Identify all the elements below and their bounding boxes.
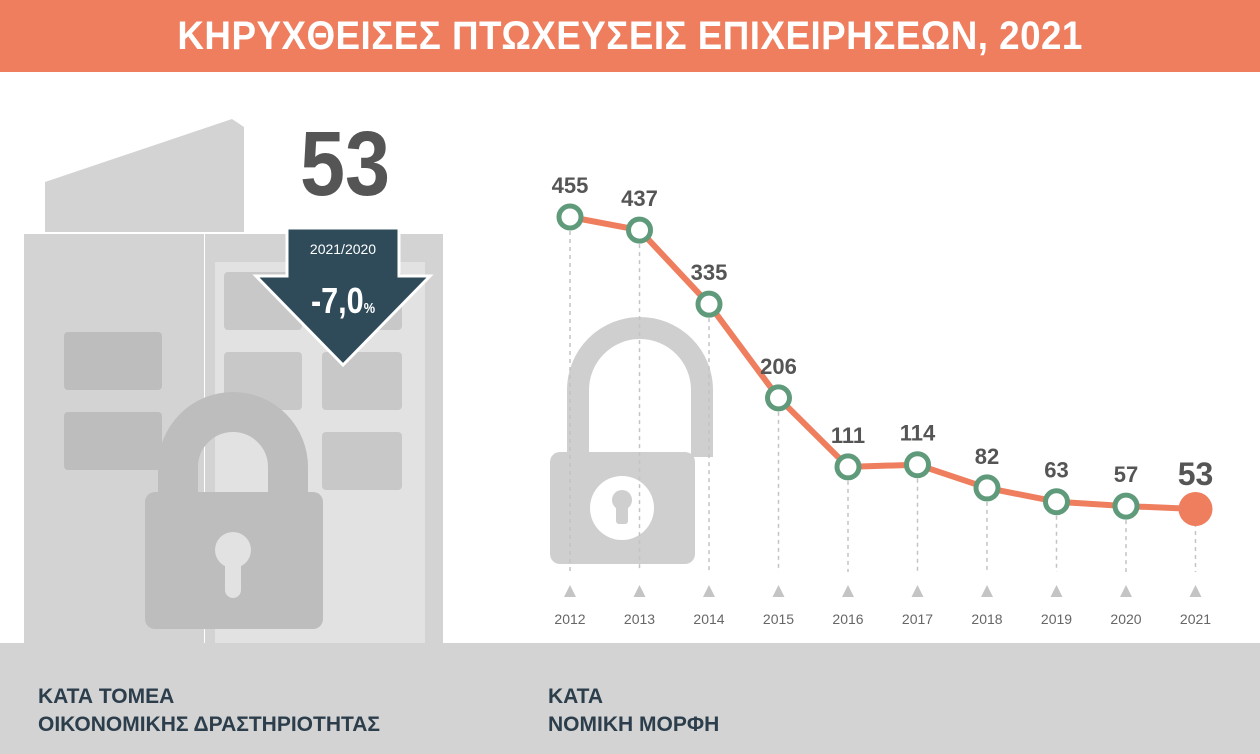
- lock-keyhole-slot: [225, 550, 241, 598]
- change-period: 2021/2020: [309, 241, 377, 257]
- data-label: 206: [760, 354, 797, 379]
- axis-marker: [1189, 585, 1202, 597]
- axis-marker: [564, 585, 576, 597]
- data-label: 82: [975, 444, 999, 469]
- x-tick-label: 2020: [1110, 611, 1141, 627]
- window: [322, 352, 402, 410]
- total-value: 53: [299, 113, 391, 215]
- x-tick-label: 2019: [1041, 611, 1072, 627]
- data-label: 114: [900, 421, 936, 446]
- x-tick-label: 2016: [832, 611, 863, 627]
- axis-marker: [703, 585, 715, 597]
- line-chart: 2012 2013 2014 2015 2016 2017 2018 2019 2020 2021…: [550, 173, 1214, 627]
- footer-left-line1: ΚΑΤΑ ΤΟΜΕΑ: [38, 685, 175, 708]
- page-title: ΚΗΡΥΧΘΕΙΣΕΣ ΠΤΩΧΕΥΣΕΙΣ ΕΠΙΧΕΙΡΗΣΕΩΝ, 202…: [177, 13, 1083, 58]
- data-point-highlight: [1178, 492, 1213, 526]
- data-label: 53: [1178, 456, 1214, 492]
- window: [322, 432, 402, 490]
- footer-right-line1: ΚΑΤΑ: [548, 685, 604, 708]
- back-building-shape: [45, 119, 244, 232]
- x-tick-label: 2021: [1180, 611, 1211, 627]
- down-arrow-icon: [252, 226, 434, 368]
- x-tick-label: 2014: [693, 611, 724, 627]
- data-point: [1043, 488, 1070, 516]
- footer-right-label: ΚΑΤΑ ΝΟΜΙΚΗ ΜΟΡΦΗ: [548, 683, 719, 739]
- window: [64, 412, 162, 470]
- lock-shackle: [158, 392, 308, 492]
- axis-marker: [633, 585, 646, 597]
- data-point: [626, 216, 653, 244]
- window: [64, 332, 162, 390]
- axis-marker: [842, 585, 854, 597]
- data-label: 63: [1044, 458, 1068, 483]
- data-point: [973, 474, 1001, 502]
- x-tick-label: 2012: [554, 611, 585, 627]
- title-banner: ΚΗΡΥΧΘΕΙΣΕΣ ΠΤΩΧΕΥΣΕΙΣ ΕΠΙΧΕΙΡΗΣΕΩΝ, 202…: [0, 0, 1260, 72]
- padlock-icon: [550, 317, 713, 564]
- data-label: 335: [691, 260, 728, 285]
- data-label: 57: [1114, 462, 1138, 487]
- axis-marker: [911, 585, 924, 597]
- data-point: [904, 451, 931, 479]
- footer-bar: [0, 643, 1260, 754]
- data-point: [695, 290, 723, 318]
- axis-marker: [981, 585, 993, 597]
- data-point: [834, 453, 862, 481]
- change-unit: %: [363, 300, 376, 317]
- data-label: 111: [831, 423, 865, 448]
- x-tick-label: 2017: [902, 611, 933, 627]
- axis-marker: [1050, 585, 1063, 597]
- footer-left-label: ΚΑΤΑ ΤΟΜΕΑ ΟΙΚΟΝΟΜΙΚΗΣ ΔΡΑΣΤΗΡΙΟΤΗΤΑΣ: [38, 683, 380, 739]
- x-tick-label: 2018: [971, 611, 1002, 627]
- change-value: -7,0%: [295, 280, 390, 322]
- axis-marker: [772, 585, 785, 597]
- data-label: 437: [621, 186, 658, 211]
- x-tick-label: 2013: [624, 611, 655, 627]
- data-point: [1112, 492, 1140, 520]
- data-label: 455: [552, 173, 589, 198]
- axis-marker: [1120, 585, 1132, 597]
- x-tick-label: 2015: [763, 611, 794, 627]
- footer-right-line2: ΝΟΜΙΚΗ ΜΟΡΦΗ: [548, 713, 720, 736]
- footer-left-line2: ΟΙΚΟΝΟΜΙΚΗΣ ΔΡΑΣΤΗΡΙΟΤΗΤΑΣ: [38, 713, 381, 736]
- change-number: -7,0: [310, 280, 364, 321]
- data-point: [765, 384, 792, 412]
- series-line: [569, 214, 1196, 512]
- data-point: [556, 203, 584, 231]
